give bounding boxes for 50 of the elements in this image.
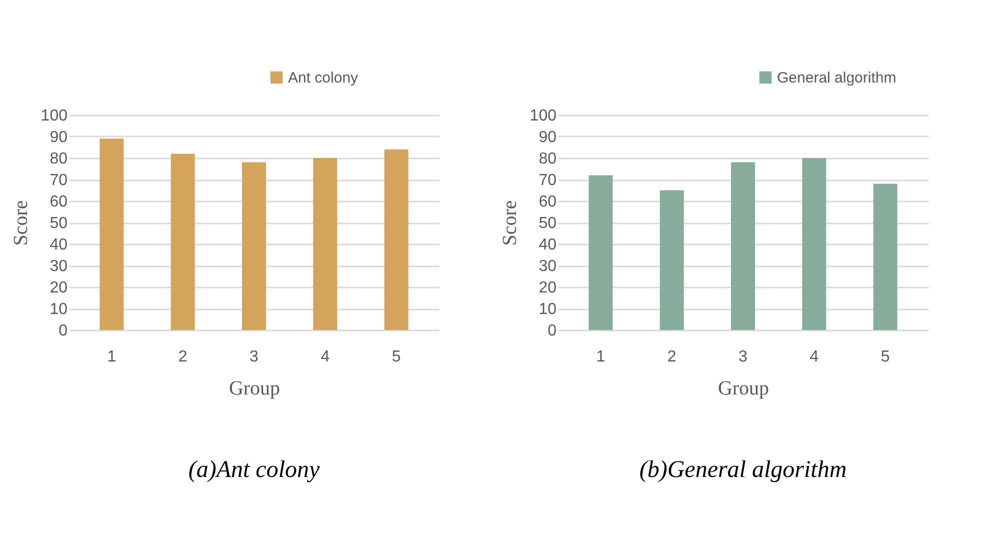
bar: [242, 162, 266, 330]
y-tick-label: 100: [530, 108, 557, 124]
y-tick-label: 90: [538, 129, 557, 146]
y-tick-label: 70: [538, 172, 557, 189]
bar: [384, 149, 408, 330]
legend-label: General algorithm: [777, 70, 896, 86]
bar: [588, 175, 613, 330]
y-tick-label: 20: [50, 280, 68, 296]
y-tick-label: 70: [50, 172, 68, 189]
x-tick-label: 5: [880, 348, 890, 366]
y-tick-label: 80: [50, 150, 68, 168]
x-tick-label: 2: [178, 348, 188, 366]
text: (a)Ant colony: [188, 457, 320, 483]
x-tick-label: 3: [250, 348, 259, 366]
bar: [873, 184, 898, 330]
y-axis-title: Score: [10, 200, 32, 246]
bar: [313, 158, 338, 330]
bar: [100, 138, 124, 330]
y-tick-label: 10: [50, 301, 68, 318]
x-tick-label: 1: [107, 348, 116, 366]
y-tick-label: 90: [50, 129, 68, 146]
bar: [731, 162, 755, 330]
bar: [170, 154, 195, 330]
y-tick-label: 0: [58, 322, 68, 340]
y-tick-label: 50: [538, 215, 557, 232]
y-tick-label: 60: [538, 194, 557, 210]
bar: [802, 158, 826, 330]
bar: [660, 190, 684, 330]
text: (b)General algorithm: [639, 457, 847, 483]
y-tick-label: 40: [538, 236, 557, 254]
x-tick-label: 4: [810, 348, 819, 366]
y-tick-label: 40: [50, 236, 68, 254]
x-tick-label: 5: [392, 348, 401, 366]
legend-label: Ant colony: [288, 70, 359, 86]
y-axis-title: Score: [498, 200, 521, 246]
y-tick-label: 60: [50, 194, 68, 210]
y-tick-label: 10: [538, 301, 557, 318]
y-tick-label: 30: [538, 258, 557, 275]
y-tick-label: 20: [538, 280, 557, 296]
y-tick-label: 0: [548, 322, 557, 340]
x-tick-label: 3: [738, 348, 748, 366]
x-tick-label: 4: [320, 348, 330, 366]
x-axis-title: Group: [228, 378, 280, 400]
y-tick-label: 30: [50, 258, 68, 275]
y-tick-label: 80: [538, 150, 557, 168]
x-axis-title: Group: [718, 378, 770, 400]
x-tick-label: 2: [667, 348, 676, 366]
x-tick-label: 1: [596, 348, 606, 366]
y-tick-label: 100: [40, 108, 68, 124]
y-tick-label: 50: [50, 215, 68, 232]
